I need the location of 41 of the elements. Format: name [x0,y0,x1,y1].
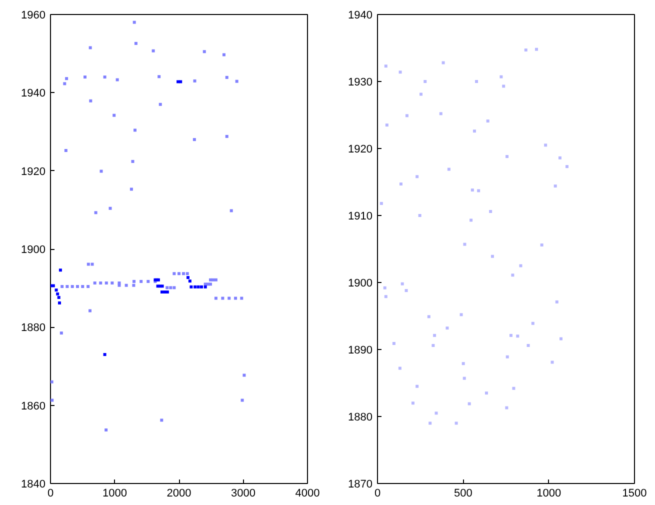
y-tick-label: 1910 [348,210,373,222]
point [58,268,62,272]
point [52,284,55,288]
x-tick-label: 2000 [166,488,192,500]
point [186,276,190,280]
point [188,280,192,283]
y-tick-label: 1880 [21,322,46,334]
x-tick-label: 0 [374,488,381,500]
x-tick-label: 4000 [295,488,320,500]
point [54,288,58,292]
y-tick-label: 1870 [348,478,373,490]
y-tick-label: 1840 [21,478,46,490]
point [190,285,193,288]
x-tick-label: 1000 [536,488,562,500]
point [179,80,182,84]
y-tick-label: 1880 [348,412,373,424]
point [166,290,169,294]
y-tick-label: 1890 [348,344,373,356]
point [57,296,60,299]
y-tick-label: 1920 [348,144,373,156]
y-tick-label: 1900 [21,244,46,256]
point [163,290,166,294]
y-tick-label: 1920 [21,166,46,178]
y-tick-label: 1940 [21,88,46,100]
point [196,285,200,288]
x-tick-label: 500 [454,488,472,500]
y-tick-label: 1900 [348,278,373,290]
point [200,285,203,288]
x-tick-label: 3000 [231,488,256,500]
point [58,301,61,304]
x-tick-label: 0 [47,488,54,500]
point [204,285,207,288]
point [194,285,197,288]
x-tick-label: 1500 [622,488,647,500]
point [103,353,106,356]
y-tick-label: 1940 [348,10,373,22]
y-tick-label: 1860 [21,400,46,412]
y-tick-label: 1930 [348,76,373,88]
y-tick-label: 1960 [21,10,46,22]
point [56,292,60,296]
x-tick-label: 1000 [102,488,127,500]
